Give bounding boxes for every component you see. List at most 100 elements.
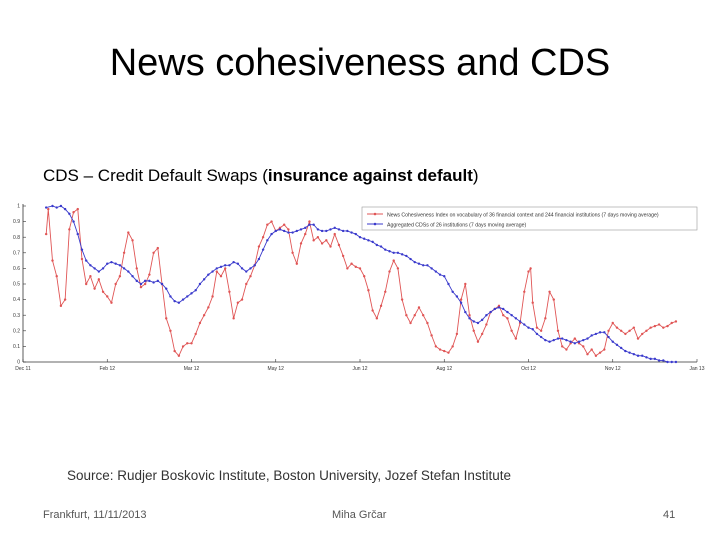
series-1-point-65 [320,229,324,233]
series-0-point-115 [527,270,530,273]
series-0-point-136 [611,321,614,325]
series-1-point-104 [485,314,488,317]
series-line-0 [45,208,677,357]
series-1-point-33 [186,295,189,298]
series-0-point-93 [434,345,438,348]
source-note: Source: Rudjer Boskovic Institute, Bosto… [67,468,511,483]
series-0-point-33 [181,345,185,348]
series-1-point-53 [270,232,273,236]
series-1-point-18 [122,267,126,270]
series-1-point-8 [80,248,84,251]
series-0-point-34 [186,342,189,345]
series-1-point-9 [84,259,88,262]
x-tick-label-3: May 12 [268,366,285,372]
series-0-point-49 [249,275,252,278]
series-1-point-3 [59,204,63,208]
series-0-point-141 [632,326,636,329]
legend-label-news: News Cohesiveness Index on vocabulary of… [387,213,659,219]
series-0-point-131 [590,348,593,351]
y-tick-label-6: 0.6 [13,266,20,272]
series-0-point-44 [228,290,231,293]
series-1-point-82 [392,251,395,254]
series-0-point-31 [173,349,176,353]
series-1-point-34 [190,292,193,295]
y-tick-label-10: 1 [17,204,20,210]
series-0-point-19 [122,251,126,254]
series-1-point-131 [598,331,602,334]
series-0-point-18 [118,275,122,278]
series-1-point-26 [156,279,159,283]
series-0-point-109 [502,314,505,317]
series-1-point-93 [438,273,442,276]
y-tick-label-1: 0.1 [13,344,20,350]
series-0-point-82 [388,270,391,273]
series-1-point-95 [447,282,450,286]
series-0-point-83 [392,259,395,262]
series-1-point-71 [346,229,349,233]
series-0-point-143 [641,332,644,336]
series-1-point-23 [143,279,147,283]
series-0-point-130 [586,353,589,356]
series-1-point-121 [556,337,560,340]
series-0-point-52 [261,236,265,239]
series-0-point-30 [169,329,172,332]
series-0-point-134 [603,348,606,351]
series-1-point-142 [645,356,648,359]
series-1-point-62 [308,223,311,226]
series-0-point-58 [287,228,290,231]
series-0-point-10 [84,282,88,286]
series-0-point-74 [354,265,357,269]
series-1-point-87 [413,260,416,264]
series-0-point-151 [674,320,678,323]
series-0-point-102 [472,329,475,332]
series-0-point-111 [510,329,513,332]
series-0-point-15 [106,295,109,298]
series-0-point-88 [413,314,416,317]
series-1-point-88 [417,262,421,265]
series-0-point-105 [485,323,488,326]
series-1-point-117 [539,335,543,339]
series-0-point-62 [304,232,307,236]
series-1-point-41 [219,265,223,269]
series-1-point-42 [224,264,227,267]
series-0-point-86 [405,314,408,317]
legend-box [361,206,698,231]
series-1-point-125 [573,342,577,345]
series-0-point-150 [670,321,673,325]
series-0-point-81 [384,290,387,293]
series-0-point-98 [455,332,459,336]
x-tick-label-4: Jun 12 [352,366,367,372]
series-1-point-43 [228,264,231,267]
series-0-point-14 [101,290,105,293]
footer-author: Miha Grčar [332,509,387,521]
axes-layer: 0 0.1 0.2 0.3 0.4 0.5 0.6 0.7 0.8 0.9 1 Dec 11 Feb 1… [13,204,705,372]
series-1-point-134 [611,340,614,343]
series-0-point-16 [110,301,113,304]
series-1-point-136 [619,346,623,350]
y-tick-label-9: 0.9 [13,219,20,225]
series-0-point-72 [346,267,349,270]
series-0-point-91 [426,321,429,325]
series-layer [44,204,678,364]
series-1-point-21 [135,279,138,283]
series-0-point-48 [245,282,248,286]
series-0-point-23 [139,285,143,289]
series-1-point-118 [544,338,547,342]
series-0-point-63 [308,220,311,223]
series-0-point-68 [329,245,332,248]
series-1-point-120 [552,338,555,342]
series-0-point-79 [375,317,379,320]
series-1-point-51 [261,248,265,251]
series-1-point-123 [565,338,568,342]
series-0-point-129 [582,345,585,348]
series-1-point-129 [590,334,593,337]
series-0-point-116 [529,267,532,270]
series-0-point-13 [97,278,101,281]
series-0-point-69 [333,232,336,236]
series-1-point-59 [295,229,299,233]
series-1-point-109 [506,310,509,314]
series-0-point-21 [131,239,134,242]
subtitle-bold: insurance against default [267,166,473,185]
series-1-point-0 [44,206,48,209]
series-0-point-100 [464,282,467,286]
